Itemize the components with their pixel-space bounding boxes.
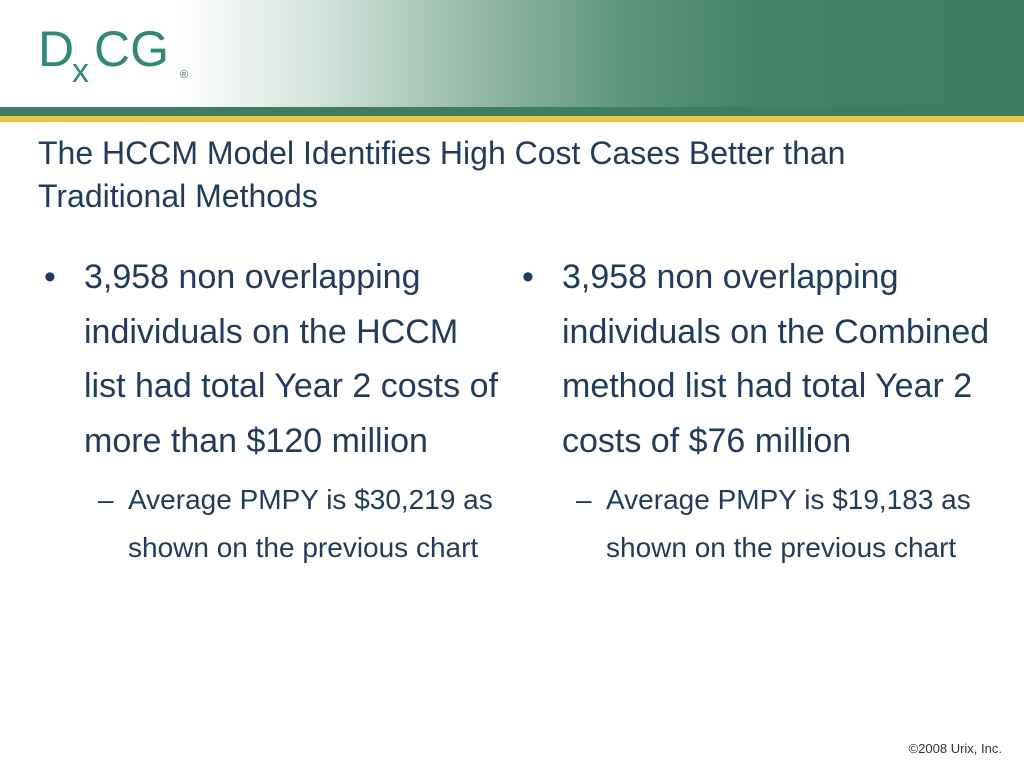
right-sub-bullet-text: Average PMPY is $19,183 as shown on the … (606, 484, 971, 563)
header-green-rule (0, 107, 1024, 116)
header-gradient-band (0, 0, 1024, 107)
right-sub-bullet: – Average PMPY is $19,183 as shown on th… (520, 476, 990, 572)
left-column: • 3,958 non overlapping individuals on t… (42, 250, 502, 572)
logo-registered-mark: ® (180, 69, 188, 81)
dxcg-logo: D x CG ® (38, 22, 188, 86)
left-bullet-text: 3,958 non overlapping individuals on the… (84, 258, 498, 460)
header-gold-rule (0, 116, 1024, 122)
dash-icon: – (98, 484, 114, 515)
left-sub-bullet: – Average PMPY is $30,219 as shown on th… (42, 476, 502, 572)
copyright-footer: ©2008 Urix, Inc. (908, 741, 1002, 756)
logo-letters-cg: CG (94, 22, 169, 77)
right-column: • 3,958 non overlapping individuals on t… (520, 250, 990, 572)
bullet-dot-icon: • (522, 258, 534, 296)
bullet-dot-icon: • (44, 258, 56, 296)
dash-icon: – (576, 484, 592, 515)
logo-letter-d: D (38, 22, 74, 77)
slide-title: The HCCM Model Identifies High Cost Case… (38, 132, 998, 218)
left-sub-bullet-text: Average PMPY is $30,219 as shown on the … (128, 484, 493, 563)
slide-title-line-2: Traditional Methods (38, 178, 318, 214)
right-bullet-text: 3,958 non overlapping individuals on the… (562, 258, 990, 460)
slide-title-line-1: The HCCM Model Identifies High Cost Case… (38, 135, 846, 171)
right-bullet: • 3,958 non overlapping individuals on t… (520, 250, 990, 468)
left-bullet: • 3,958 non overlapping individuals on t… (42, 250, 502, 468)
logo-letter-x: x (72, 52, 89, 86)
